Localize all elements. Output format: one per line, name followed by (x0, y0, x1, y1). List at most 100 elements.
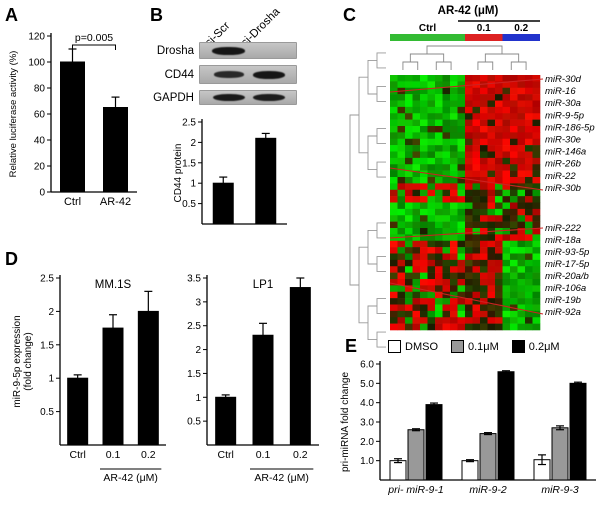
bars (389, 370, 587, 481)
svg-text:2.5: 2.5 (40, 274, 54, 285)
svg-text:miR-9-5p expression: miR-9-5p expression (12, 315, 23, 407)
svg-text:2.0: 2.0 (360, 437, 374, 448)
condition-color-bar: Ctrl 0.1 0.2 (390, 23, 540, 41)
svg-text:miR-9-2: miR-9-2 (469, 484, 506, 496)
svg-text:miR-106a: miR-106a (545, 283, 586, 294)
svg-text:AR-42 (μM): AR-42 (μM) (103, 472, 157, 484)
panel-label-b: B (150, 5, 163, 25)
svg-text:miR-22: miR-22 (545, 171, 576, 182)
mir9-lp1-bar-chart: 0.5 1 1.5 2 2.5 3 3.5 Ctrl 0.1 0.2 LP1 AR-42 (μM) (187, 274, 319, 484)
svg-text:1.5: 1.5 (182, 158, 196, 169)
y-tick-labels: 0.5 1 1.5 2 2.5 (40, 274, 60, 418)
blot-target-label: GAPDH (153, 91, 194, 104)
y-axis-label: miR-9-5p expression (fold change) (12, 315, 34, 407)
panel-label-d: D (5, 249, 18, 269)
svg-text:pri-miRNA fold change: pri-miRNA fold change (340, 372, 351, 472)
svg-text:miR-26b: miR-26b (545, 159, 581, 170)
svg-text:miR-19b: miR-19b (545, 295, 581, 306)
blot-strip-drosha (199, 42, 297, 59)
svg-text:AR-42 (μM): AR-42 (μM) (254, 472, 308, 484)
svg-text:5.0: 5.0 (360, 379, 374, 390)
svg-text:120: 120 (28, 32, 45, 43)
legend-label-dmso: DMSO (405, 340, 438, 353)
svg-text:miR-30a: miR-30a (545, 98, 581, 109)
blot-strip-gapdh (199, 90, 297, 105)
svg-text:3.0: 3.0 (360, 418, 374, 429)
luciferase-bar-chart: 0 20 40 60 80 100 120 Relative luciferase activ… (8, 32, 137, 208)
western-blot: si-Scr si-Drosha Drosha CD44 GAPDH (140, 2, 315, 112)
svg-text:1: 1 (48, 374, 54, 385)
mirna-heatmap: AR-42 (μM)Ctrl 0.1 0.2 miR-30dmiR-16miR-30a… (349, 5, 595, 348)
y-tick-labels: 0.5 1 1.5 2 2.5 (182, 118, 202, 210)
protein-band (253, 93, 285, 102)
svg-text:0.5: 0.5 (40, 407, 54, 418)
mir9-mm1s-bar-chart: 0.5 1 1.5 2 2.5 miR-9-5p expression (fold chan… (12, 274, 166, 484)
svg-text:pri- miR-9-1: pri- miR-9-1 (387, 484, 443, 496)
svg-text:20: 20 (34, 162, 46, 173)
svg-text:2.5: 2.5 (182, 118, 196, 129)
legend-swatch-01um (451, 340, 464, 353)
svg-text:0.1: 0.1 (477, 23, 491, 34)
y-tick-labels: 0 20 40 60 80 100 120 (28, 32, 51, 199)
row-dendrogram (349, 52, 386, 348)
column-dendrogram (402, 45, 527, 70)
blot-row-cd44: CD44 (140, 65, 315, 84)
legend-swatch-02um (511, 340, 525, 353)
blot-row-drosha: Drosha (140, 42, 315, 59)
svg-text:miR-30e: miR-30e (545, 135, 581, 146)
protein-band (252, 70, 286, 79)
svg-text:miR-20a/b: miR-20a/b (545, 271, 589, 282)
svg-text:80: 80 (34, 84, 46, 95)
svg-text:p=0.005: p=0.005 (75, 32, 113, 44)
protein-band (212, 93, 245, 102)
svg-text:0.1: 0.1 (256, 449, 271, 461)
chart-title: MM.1S (95, 279, 132, 291)
svg-text:miR-18a: miR-18a (545, 235, 581, 246)
svg-text:0: 0 (39, 188, 45, 199)
svg-text:0.1: 0.1 (106, 449, 121, 461)
bars (215, 277, 311, 446)
svg-text:miR-146a: miR-146a (545, 147, 586, 158)
blot-target-label: Drosha (156, 44, 194, 57)
svg-text:Ctrl: Ctrl (64, 196, 81, 208)
x-axis-label: AR-42 (μM) (250, 468, 314, 484)
svg-text:0.2: 0.2 (514, 23, 528, 34)
svg-text:Ctrl: Ctrl (217, 449, 233, 461)
svg-text:2.5: 2.5 (187, 321, 201, 332)
svg-text:miR-186-5p: miR-186-5p (545, 122, 595, 133)
svg-text:miR-16: miR-16 (545, 86, 576, 97)
heatmap-cells (390, 75, 541, 331)
svg-text:miR-92a: miR-92a (545, 307, 581, 318)
panel-label-c: C (343, 5, 356, 25)
svg-text:60: 60 (34, 110, 46, 121)
svg-text:Relative luciferase activity (: Relative luciferase activity (%) (8, 51, 19, 178)
panel-label-e: E (345, 336, 358, 356)
y-axis-label: CD44 protein (173, 144, 184, 203)
svg-text:AR-42: AR-42 (100, 196, 131, 208)
svg-text:1.0: 1.0 (360, 456, 374, 467)
legend-item-01um: 0.1μM (451, 340, 499, 353)
y-axis-label: Relative luciferase activity (%) (8, 51, 19, 178)
svg-text:3.5: 3.5 (187, 274, 201, 285)
svg-text:1: 1 (190, 179, 196, 190)
svg-text:miR-17-5p: miR-17-5p (545, 259, 589, 270)
y-axis-label: pri-miRNA fold change (340, 372, 351, 472)
svg-text:0.5: 0.5 (187, 417, 201, 428)
pri-mirna-bar-chart: 1.0 2.0 3.0 4.0 5.0 6.0 pri-miRNA fold change p… (340, 360, 596, 496)
protein-band (212, 46, 246, 55)
bars (60, 48, 128, 193)
panel-e-legend: DMSO 0.1μM 0.2μM (388, 340, 560, 353)
svg-text:0.2: 0.2 (141, 449, 156, 461)
blot-strip-cd44 (199, 65, 297, 84)
svg-text:40: 40 (34, 136, 46, 147)
legend-swatch-dmso (388, 340, 401, 353)
svg-text:1: 1 (195, 393, 201, 404)
category-labels: Ctrl 0.1 0.2 (69, 449, 155, 461)
svg-text:miR-30b: miR-30b (545, 183, 581, 194)
svg-text:(fold change): (fold change) (23, 332, 34, 390)
x-axis-label: AR-42 (μM) (100, 468, 162, 484)
svg-text:2: 2 (190, 138, 196, 149)
bars (212, 132, 277, 225)
blot-target-label: CD44 (164, 68, 194, 81)
